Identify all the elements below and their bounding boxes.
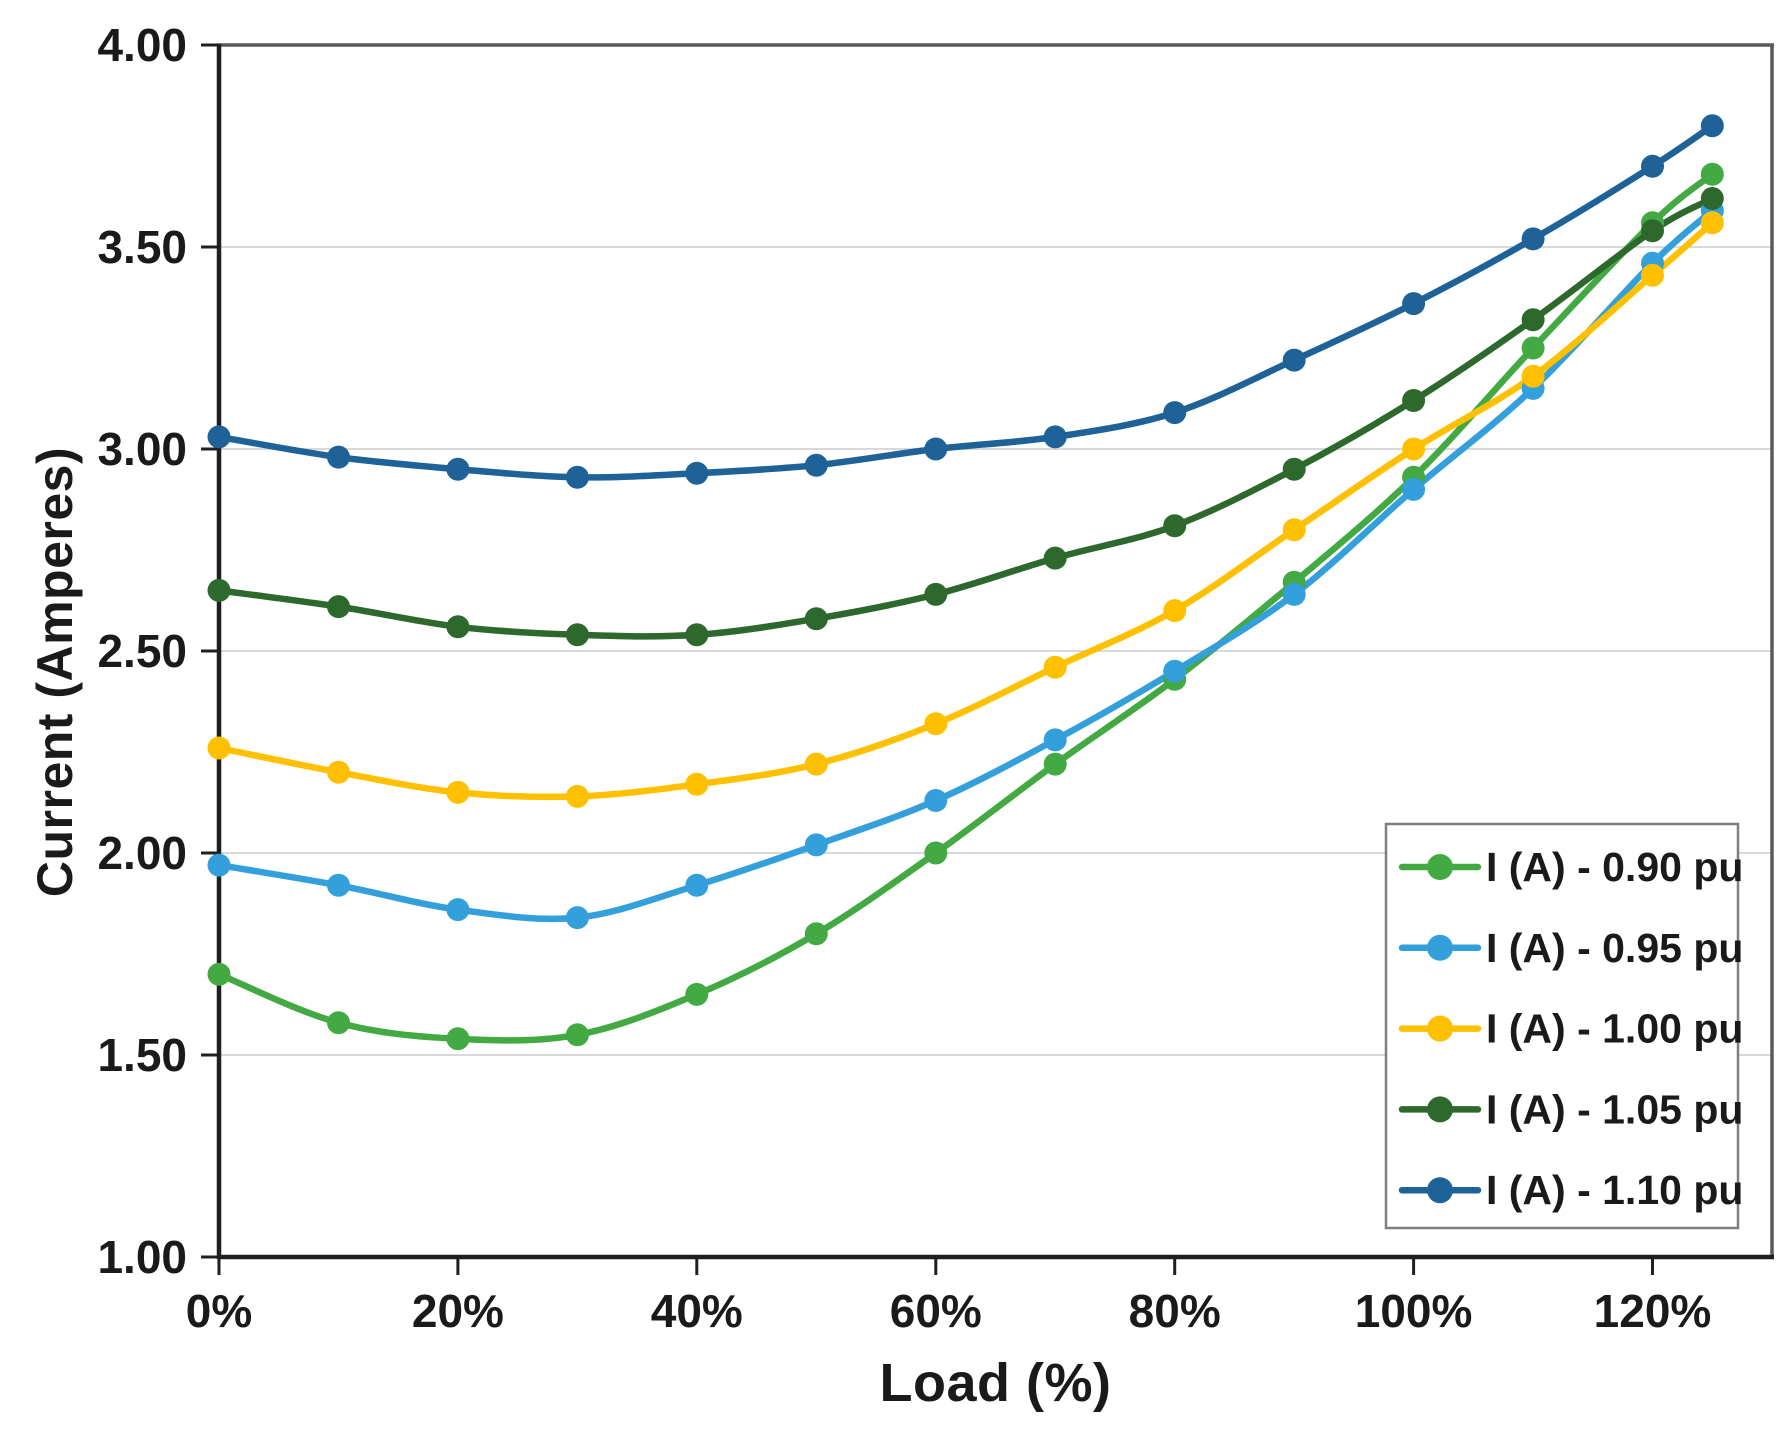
data-point (1282, 348, 1306, 372)
x-tick-label: 80% (1129, 1285, 1221, 1337)
y-tick-label: 1.50 (97, 1029, 187, 1081)
y-axis-title: Current (Amperes) (27, 446, 83, 898)
data-point (1282, 582, 1306, 606)
data-point (1700, 162, 1724, 186)
x-tick-label: 60% (890, 1285, 982, 1337)
data-point (1700, 187, 1724, 210)
data-point (1163, 659, 1187, 683)
data-point (327, 760, 350, 784)
data-point (685, 873, 709, 897)
x-axis-title: Load (%) (879, 1353, 1112, 1413)
data-point (1641, 219, 1664, 243)
data-point (207, 853, 231, 877)
data-point (327, 445, 350, 469)
legend-marker (1427, 1015, 1453, 1042)
data-point (1402, 437, 1426, 461)
data-point (1163, 514, 1187, 538)
data-point (1043, 546, 1067, 570)
y-tick-label: 3.00 (97, 423, 187, 475)
data-point (804, 607, 828, 631)
data-point (565, 1023, 589, 1047)
data-point (446, 615, 470, 639)
data-point (1521, 227, 1545, 251)
y-tick-label: 3.50 (97, 221, 187, 273)
data-point (207, 962, 231, 986)
legend-marker (1427, 934, 1453, 961)
data-point (1521, 308, 1545, 332)
data-point (685, 461, 709, 485)
data-point (924, 789, 948, 812)
data-point (1521, 364, 1545, 388)
data-point (1043, 655, 1067, 679)
data-point (804, 922, 828, 946)
data-point (1641, 154, 1664, 178)
data-point (1521, 336, 1545, 360)
data-point (327, 873, 350, 897)
legend-label: I (A) - 1.00 pu (1486, 1006, 1743, 1052)
data-point (1402, 292, 1426, 316)
data-point (327, 1011, 350, 1035)
data-point (685, 772, 709, 796)
data-point (565, 465, 589, 489)
data-point (207, 736, 231, 760)
data-point (1641, 263, 1664, 287)
data-point (1402, 389, 1426, 412)
data-point (924, 841, 948, 865)
data-point (565, 623, 589, 647)
data-point (446, 457, 470, 481)
x-tick-label: 20% (412, 1285, 504, 1337)
legend-label: I (A) - 1.10 pu (1486, 1167, 1743, 1213)
data-point (1700, 114, 1724, 138)
data-point (446, 898, 470, 922)
y-tick-label: 4.00 (97, 19, 187, 71)
series-line-0.95pu (215, 207, 1716, 923)
y-tick-label: 2.00 (97, 827, 187, 879)
y-tick-label: 2.50 (97, 625, 187, 677)
data-point (207, 425, 231, 449)
x-tick-label: 0% (186, 1285, 252, 1337)
legend-marker (1427, 1096, 1453, 1123)
data-point (924, 712, 948, 736)
data-point (327, 595, 350, 619)
data-point (685, 982, 709, 1006)
series-line-1.05pu (215, 195, 1716, 640)
x-tick-label: 120% (1594, 1285, 1712, 1337)
legend-label: I (A) - 0.95 pu (1486, 925, 1743, 971)
series-line-0.90pu (215, 171, 1716, 1044)
data-point (1043, 752, 1067, 776)
data-point (565, 906, 589, 930)
x-tick-label: 40% (651, 1285, 743, 1337)
data-point (565, 784, 589, 808)
x-tick-label: 100% (1355, 1285, 1473, 1337)
data-point (1282, 457, 1306, 481)
legend-label: I (A) - 0.90 pu (1486, 844, 1743, 890)
data-point (1282, 518, 1306, 542)
data-point (446, 780, 470, 804)
data-point (804, 453, 828, 477)
data-point (1043, 425, 1067, 449)
data-point (207, 578, 231, 602)
data-point (924, 437, 948, 461)
data-point (1163, 401, 1187, 425)
y-tick-label: 1.00 (97, 1231, 187, 1283)
legend-marker (1427, 1177, 1453, 1204)
data-point (1043, 728, 1067, 752)
data-point (685, 623, 709, 647)
legend-marker (1427, 854, 1453, 880)
data-point (446, 1027, 470, 1051)
data-point (1700, 211, 1724, 235)
data-point (804, 833, 828, 857)
data-point (1163, 599, 1187, 623)
legend-label: I (A) - 1.05 pu (1486, 1086, 1743, 1132)
data-point (804, 752, 828, 776)
data-point (924, 582, 948, 606)
data-point (1402, 477, 1426, 501)
